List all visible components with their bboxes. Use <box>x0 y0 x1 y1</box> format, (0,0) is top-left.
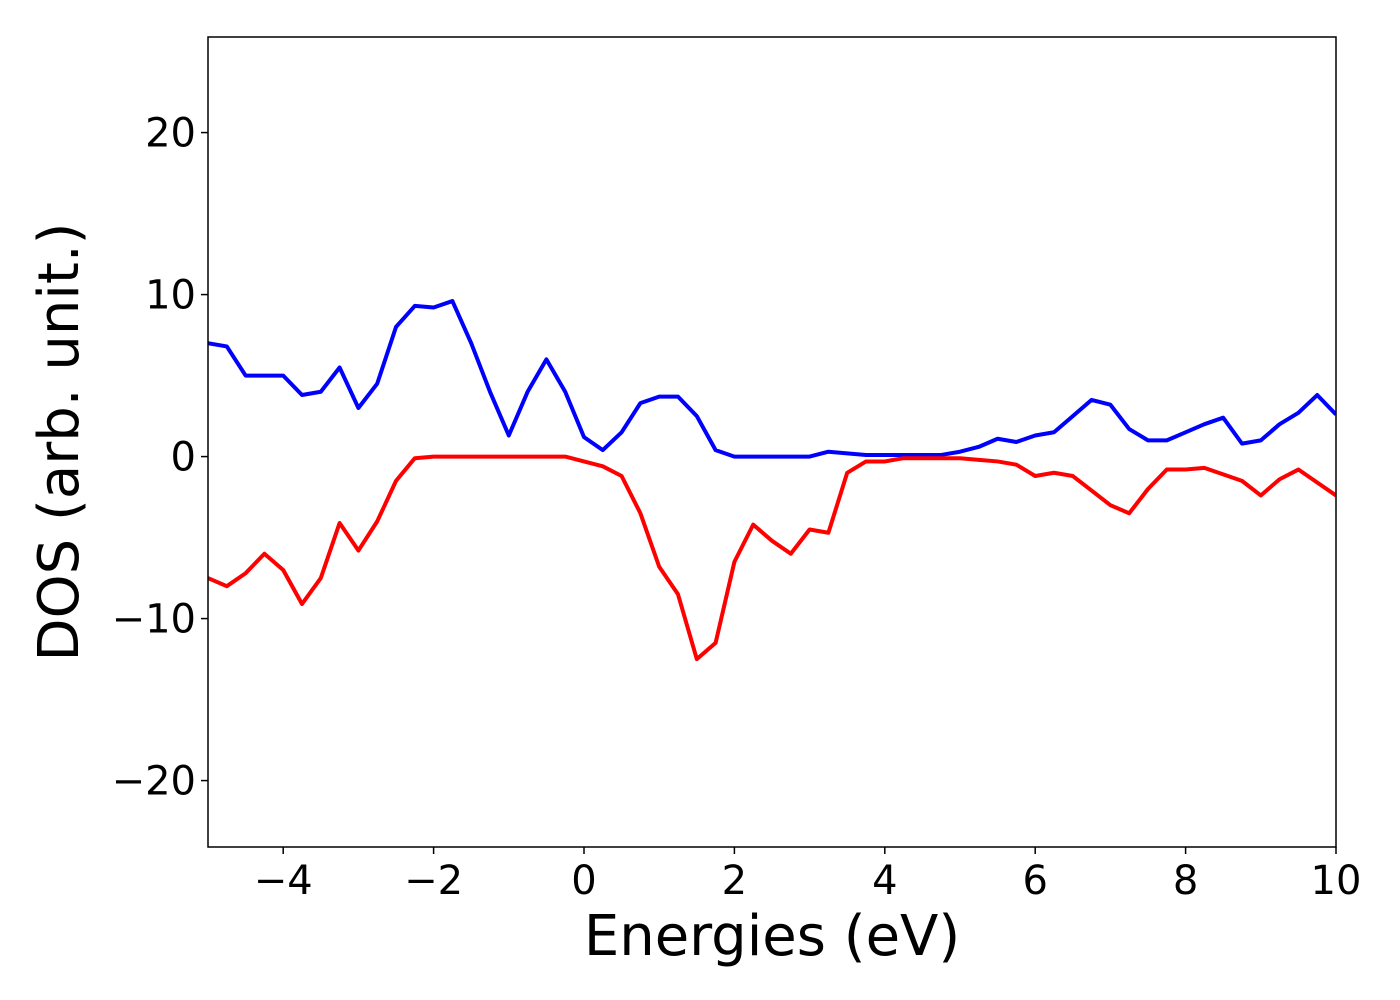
line-series <box>208 299 1336 459</box>
line-series <box>208 454 1336 662</box>
x-tick-label: 8 <box>1173 858 1198 904</box>
x-tick-label: 4 <box>872 858 897 904</box>
x-tick-label: −2 <box>404 858 463 904</box>
y-axis-title: DOS (arb. unit.) <box>27 222 92 661</box>
y-tick-label: 10 <box>145 273 196 319</box>
x-tick-label: 0 <box>571 858 596 904</box>
x-axis-title: Energies (eV) <box>584 904 960 969</box>
y-tick-label: 20 <box>145 111 196 157</box>
x-tick-label: 10 <box>1311 858 1362 904</box>
x-tick-label: −4 <box>254 858 313 904</box>
x-tick-label: 2 <box>722 858 747 904</box>
y-tick-label: −20 <box>112 759 196 805</box>
y-tick-label: −10 <box>112 597 196 643</box>
y-tick-label: 0 <box>171 435 196 481</box>
plot-frame <box>207 36 1337 848</box>
x-tick-label: 6 <box>1022 858 1047 904</box>
